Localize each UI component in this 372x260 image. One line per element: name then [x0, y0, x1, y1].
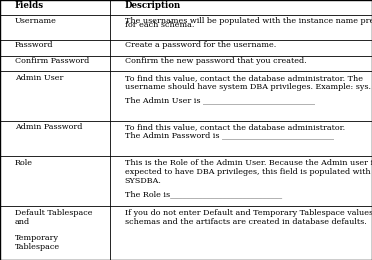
Text: Confirm the new password that you created.: Confirm the new password that you create…: [125, 57, 306, 65]
Text: Admin Password: Admin Password: [15, 123, 82, 131]
Text: The usernames will be populated with the instance name prefixed: The usernames will be populated with the…: [125, 17, 372, 25]
Text: Role: Role: [15, 159, 33, 166]
Text: Default Tablespace: Default Tablespace: [15, 209, 92, 217]
Text: If you do not enter Default and Temporary Tablespace values, the: If you do not enter Default and Temporar…: [125, 209, 372, 217]
Text: schemas and the artifacts are created in database defaults.: schemas and the artifacts are created in…: [125, 218, 366, 226]
Text: Confirm Password: Confirm Password: [15, 57, 89, 65]
Text: username should have system DBA privileges. Example: sys.: username should have system DBA privileg…: [125, 83, 371, 91]
Text: The Admin Password is ____________________________: The Admin Password is __________________…: [125, 131, 334, 139]
Text: and: and: [15, 218, 30, 226]
Text: Fields: Fields: [15, 1, 44, 10]
Text: Tablespace: Tablespace: [15, 243, 60, 251]
Text: Admin User: Admin User: [15, 74, 63, 82]
Text: The Admin User is ____________________________: The Admin User is ______________________…: [125, 97, 315, 105]
Text: Temporary: Temporary: [15, 233, 59, 242]
Text: This is the Role of the Admin User. Because the Admin user is: This is the Role of the Admin User. Beca…: [125, 159, 372, 166]
Text: To find this value, contact the database administrator. The: To find this value, contact the database…: [125, 74, 363, 82]
Text: Password: Password: [15, 41, 53, 49]
Text: expected to have DBA privileges, this field is populated with: expected to have DBA privileges, this fi…: [125, 167, 370, 176]
Text: SYSDBA.: SYSDBA.: [125, 177, 161, 185]
Text: To find this value, contact the database administrator.: To find this value, contact the database…: [125, 123, 345, 131]
Text: Create a password for the username.: Create a password for the username.: [125, 41, 276, 49]
Text: The Role is____________________________: The Role is____________________________: [125, 191, 282, 198]
Text: Username: Username: [15, 17, 57, 25]
Text: Description: Description: [125, 1, 181, 10]
Text: for each schema.: for each schema.: [125, 21, 194, 29]
